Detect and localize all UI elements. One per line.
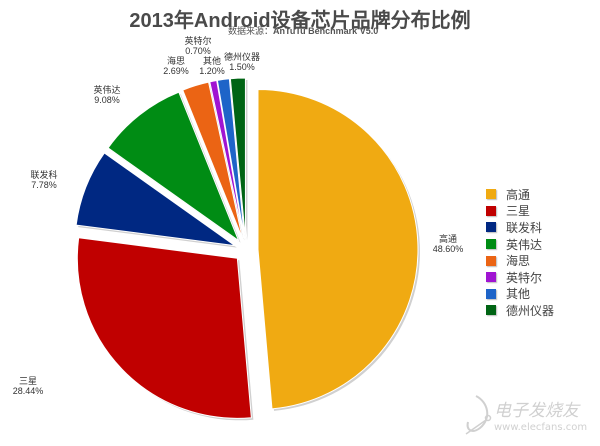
legend-item: 其他 [486,286,554,303]
slice-label-value: 7.78% [31,180,57,190]
pie-slice-nvidia [107,91,240,242]
slice-label-qualcomm: 高通 48.60% [428,234,468,254]
pie-slice-mediatek [75,152,236,247]
pie-slice-samsung [76,237,252,419]
slice-label-samsung: 三星 28.44% [8,376,48,396]
slice-label-intel: 英特尔 0.70% [178,36,218,56]
slice-label-name: 英伟达 [93,85,121,95]
legend-label: 英特尔 [506,270,543,285]
slice-label-value: 1.20% [199,66,225,76]
legend-label: 三星 [506,204,531,219]
legend-label: 英伟达 [506,237,543,252]
chart-title: 2013年Android设备芯片品牌分布比例 [129,10,471,32]
legend-swatch [486,305,496,316]
legend-item: 英特尔 [486,269,554,286]
slice-label-name: 德州仪器 [223,52,260,62]
slice-label-value: 0.70% [185,46,211,56]
watermark-logo-icon [465,395,492,435]
legend-swatch [486,189,496,200]
pie-slice-ti [229,77,246,239]
legend-swatch [486,222,496,233]
legend-swatch [486,255,496,266]
subtitle-prefix: 数据来源： [228,26,274,36]
slice-label-ti: 德州仪器 1.50% [220,52,264,72]
slice-label-value: 9.08% [94,95,120,105]
slice-label-name: 英特尔 [184,36,212,46]
legend-swatch [486,205,496,216]
pie-slice-hisilicon [182,81,243,239]
slice-label-name: 三星 [18,376,37,386]
chart-subtitle: 数据来源：AnTuTu Benchmark V5.0 [228,24,378,37]
slice-label-name: 海思 [166,56,185,66]
legend-item: 联发科 [486,219,554,236]
legend-swatch [486,288,496,299]
slice-label-value: 1.50% [229,62,255,72]
slice-label-hisilicon: 海思 2.69% [156,56,196,76]
pie-slice-others [216,78,245,239]
slice-label-name: 联发科 [30,170,58,180]
slice-label-nvidia: 英伟达 9.08% [87,85,127,105]
watermark-url: www.elecfans.com [494,422,588,433]
legend-label: 其他 [506,287,531,302]
watermark-text: 电子发烧友 [494,401,579,421]
legend-item: 三星 [486,203,554,220]
legend-swatch [486,239,496,250]
slice-label-name: 高通 [438,234,457,244]
watermark: 电子发烧友 www.elecfans.com [462,392,598,442]
pie-slice-qualcomm [257,88,419,410]
pie-slice-intel [209,79,245,239]
legend-item: 英伟达 [486,236,554,253]
legend-swatch [486,272,496,283]
slice-label-value: 48.60% [432,244,464,254]
legend-label: 海思 [506,254,531,269]
legend-item: 德州仪器 [486,302,554,319]
legend-label: 德州仪器 [506,303,555,318]
legend-item: 高通 [486,186,554,203]
slice-label-value: 2.69% [163,66,189,76]
subtitle-source: AnTuTu Benchmark V5.0 [273,26,379,36]
chart-legend: 高通 三星 联发科 英伟达 海思 英特尔 其他 德州仪器 [486,186,554,319]
legend-item: 海思 [486,252,554,269]
slice-label-mediatek: 联发科 7.78% [24,170,64,190]
slice-label-name: 其他 [202,56,221,66]
legend-label: 高通 [506,187,531,202]
slice-label-others: 其他 1.20% [192,56,232,76]
slice-label-value: 28.44% [12,386,44,396]
legend-label: 联发科 [506,220,543,235]
